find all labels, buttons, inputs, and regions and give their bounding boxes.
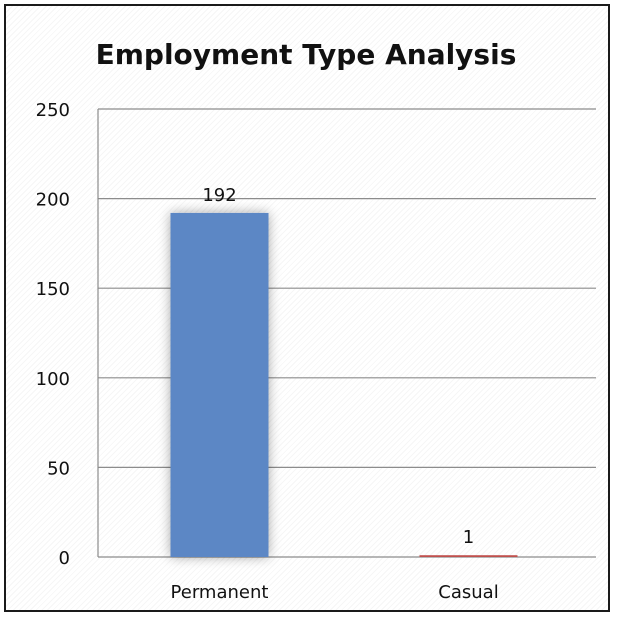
y-tick-label-200: 200 (36, 190, 70, 211)
data-label-permanent: 192 (202, 185, 236, 206)
bar-permanent (170, 212, 269, 557)
bars (170, 212, 518, 557)
y-axis: 0 50 100 150 200 250 (36, 100, 99, 569)
bar-casual (419, 555, 518, 557)
data-label-casual: 1 (463, 527, 474, 548)
x-axis: Permanent Casual (171, 582, 499, 603)
y-tick-label-50: 50 (47, 458, 70, 479)
chart-frame (4, 4, 610, 612)
chart-title: Employment Type Analysis (95, 38, 517, 71)
x-tick-label-permanent: Permanent (171, 582, 269, 603)
y-tick-label-150: 150 (36, 279, 70, 300)
y-tick-label-250: 250 (36, 100, 70, 121)
y-tick-label-0: 0 (59, 548, 70, 569)
y-tick-label-100: 100 (36, 369, 70, 390)
x-tick-label-casual: Casual (438, 582, 498, 603)
